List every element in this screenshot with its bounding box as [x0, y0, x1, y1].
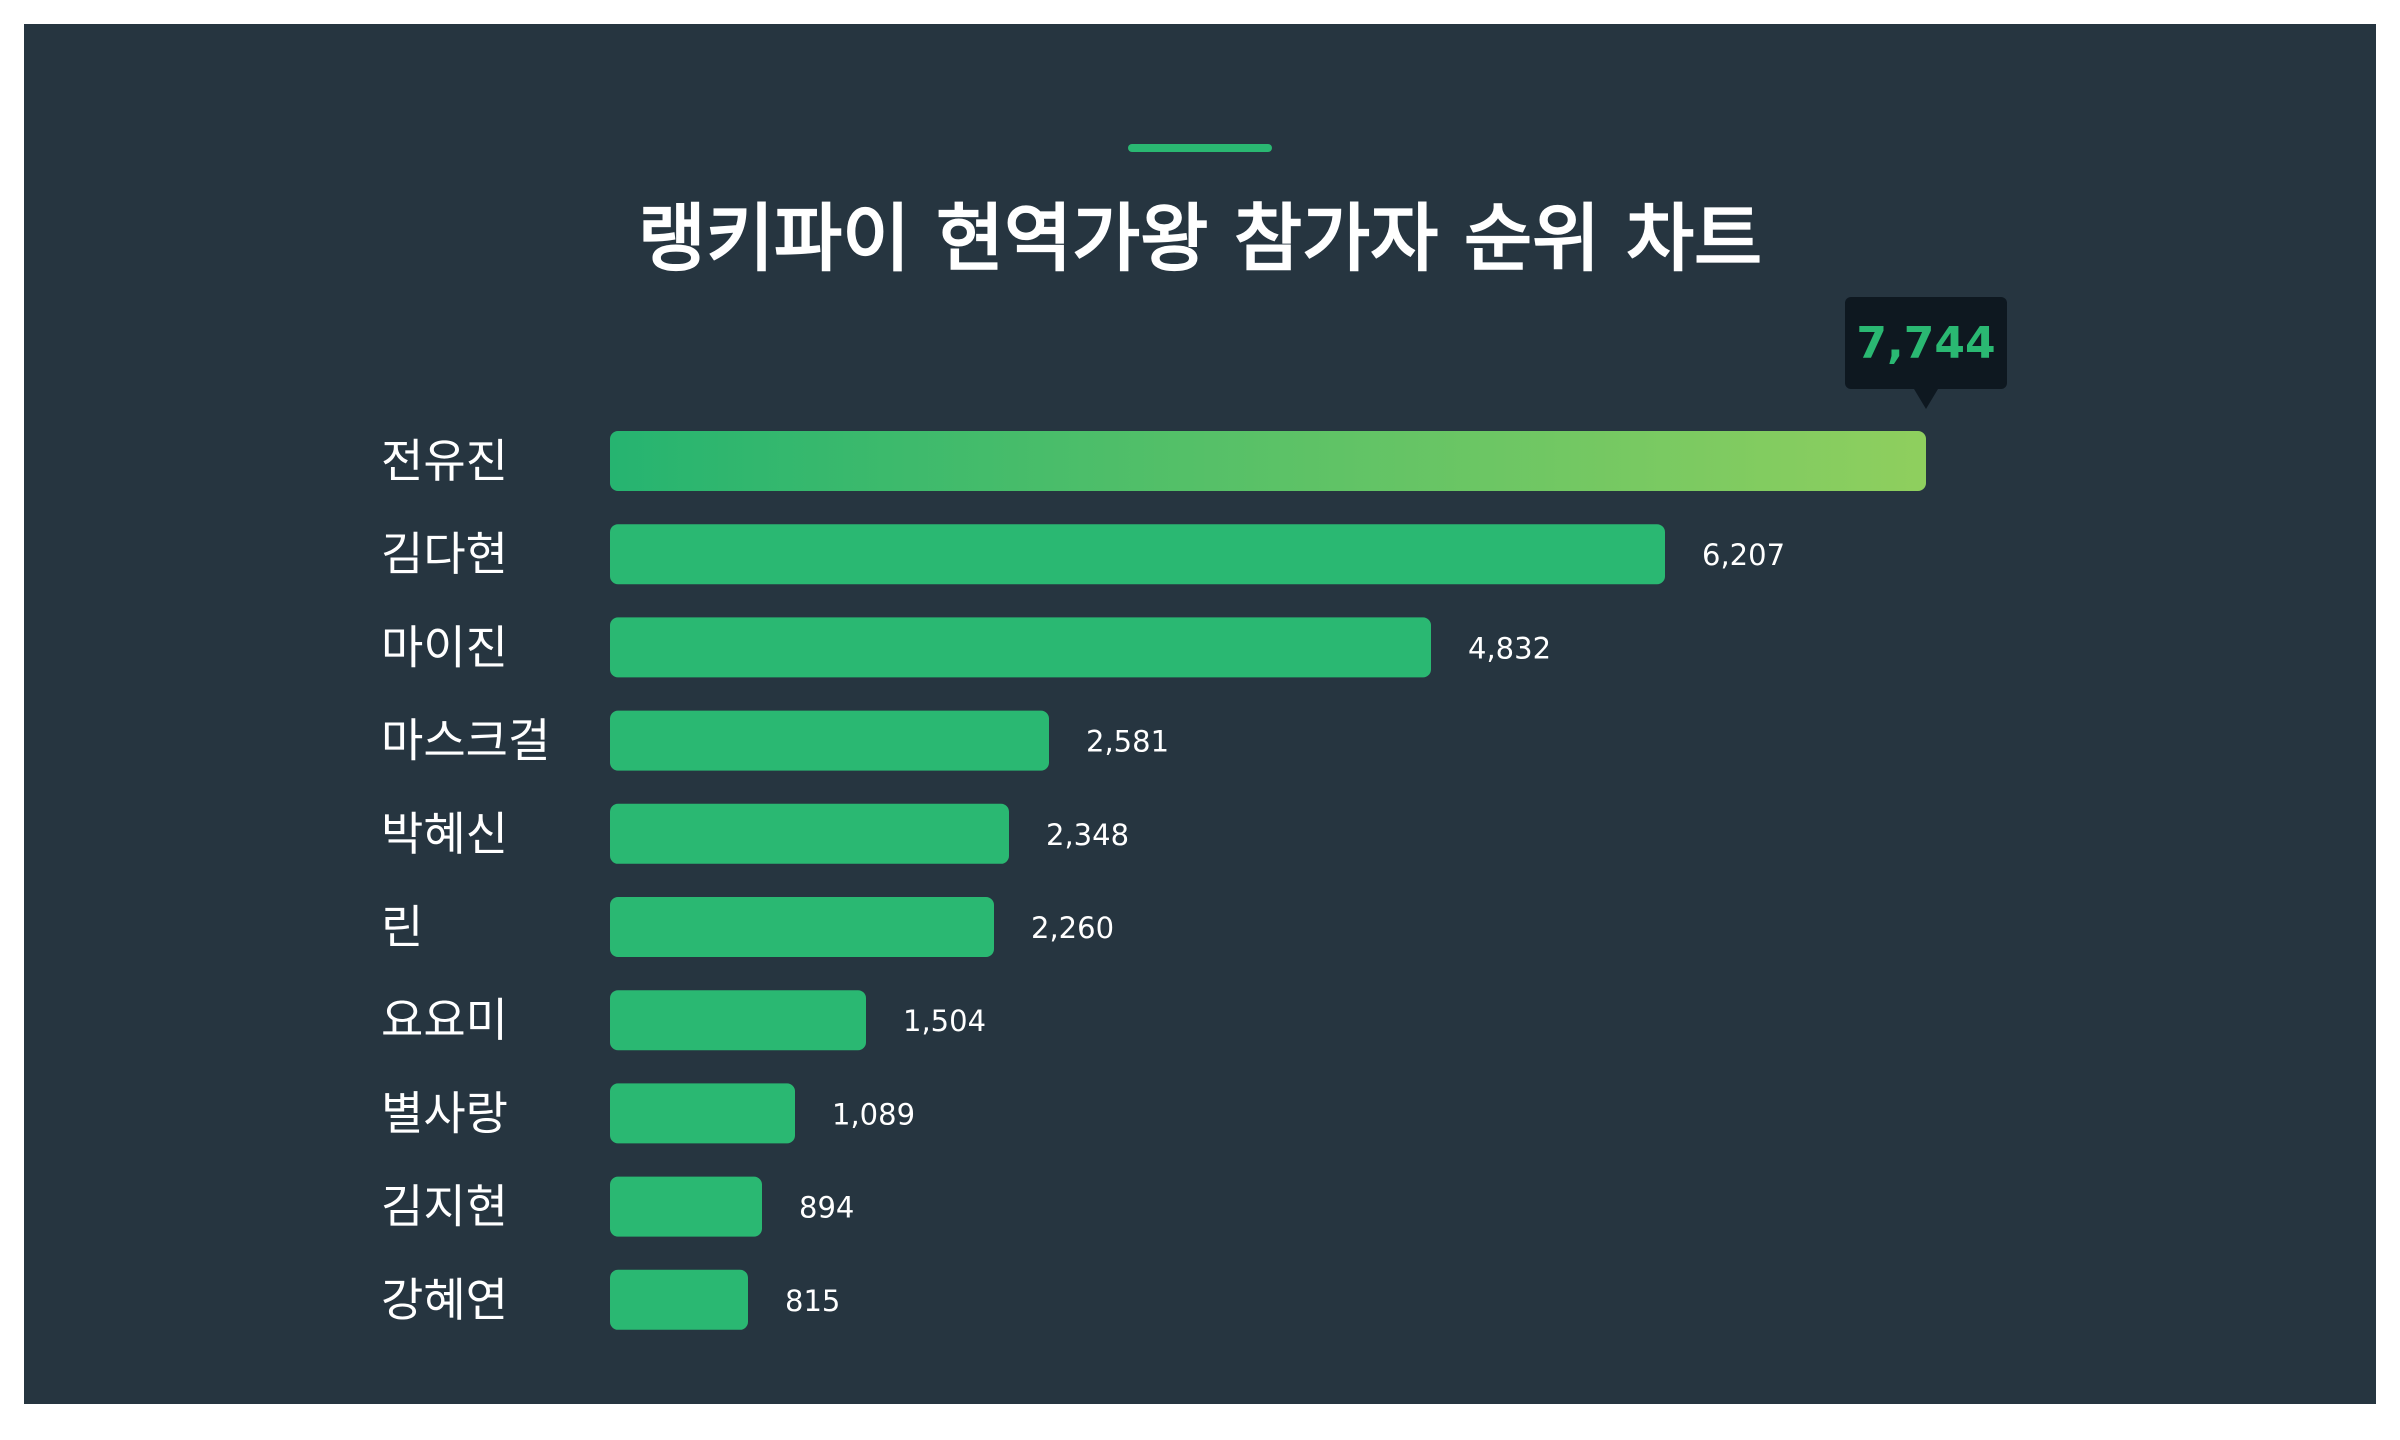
category-label: 김지현 — [381, 1180, 508, 1234]
category-label: 전유진 — [381, 434, 508, 488]
value-label: 815 — [785, 1284, 840, 1318]
category-label: 강혜연 — [381, 1273, 508, 1327]
bar — [610, 1083, 795, 1144]
bar — [610, 710, 1049, 771]
value-label: 4,832 — [1468, 631, 1551, 665]
value-tooltip — [1845, 297, 2007, 389]
category-label: 김다현 — [381, 527, 508, 581]
bar — [610, 431, 1926, 491]
bar — [610, 1176, 762, 1237]
value-label: 894 — [799, 1191, 854, 1225]
bar — [610, 617, 1431, 678]
bar — [610, 1269, 748, 1330]
chart-panel: 랭키파이 현역가왕 참가자 순위 차트 전유진 7,744 김다현 6,207 마이진 4… — [24, 24, 2376, 1404]
value-label: 2,348 — [1046, 818, 1129, 852]
value-label: 2,581 — [1086, 725, 1169, 759]
bar — [610, 990, 866, 1051]
category-label: 마스크걸 — [381, 714, 550, 768]
bar-chart: 전유진 7,744 김다현 6,207 마이진 4,832 마스크걸 2,581 박혜신 2,34… — [381, 297, 2007, 1330]
category-label: 별사랑 — [381, 1086, 508, 1140]
category-label: 요요미 — [381, 993, 508, 1047]
value-label: 6,207 — [1702, 538, 1785, 572]
bar — [610, 897, 994, 957]
tooltip-pointer — [1914, 389, 1938, 409]
title-accent-line — [1128, 144, 1272, 152]
category-label: 박혜신 — [381, 807, 508, 861]
bar — [610, 524, 1665, 585]
value-label: 2,260 — [1031, 911, 1114, 945]
value-label: 1,504 — [903, 1004, 986, 1038]
category-label: 린 — [381, 900, 423, 954]
category-label: 마이진 — [381, 620, 508, 674]
value-label: 1,089 — [832, 1097, 915, 1131]
bar — [610, 803, 1009, 864]
value-label: 7,744 — [1856, 318, 1995, 369]
chart-title: 랭키파이 현역가왕 참가자 순위 차트 — [637, 196, 1763, 282]
